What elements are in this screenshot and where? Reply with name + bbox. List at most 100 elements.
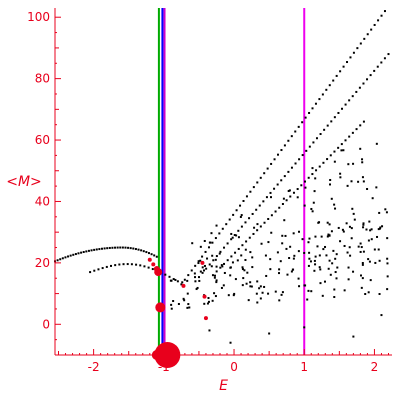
data-point [259, 285, 262, 288]
data-point [231, 261, 234, 264]
data-point [294, 130, 297, 133]
data-point [232, 294, 235, 297]
data-point [329, 183, 332, 186]
data-point [296, 196, 299, 199]
data-point [301, 238, 304, 241]
y-axis-title: <M> [6, 174, 42, 190]
data-point [249, 190, 252, 193]
data-point [355, 90, 358, 93]
data-point [384, 208, 387, 211]
data-point [367, 258, 370, 261]
highlight-point [155, 302, 166, 313]
data-point [373, 69, 376, 72]
data-point [287, 190, 290, 193]
data-point [307, 176, 310, 179]
data-point [308, 237, 311, 240]
data-point [348, 135, 351, 138]
data-point [314, 255, 317, 258]
data-point [310, 207, 313, 210]
data-point [360, 286, 363, 289]
data-point [342, 65, 345, 68]
data-point [121, 246, 124, 249]
data-point [362, 226, 365, 229]
data-point [180, 283, 183, 286]
data-point [328, 259, 331, 262]
data-point [362, 180, 365, 183]
data-point [308, 145, 311, 148]
data-point [322, 248, 325, 251]
data-point [294, 162, 297, 165]
data-point [127, 246, 130, 249]
data-point [340, 149, 343, 152]
data-point [346, 251, 349, 254]
data-point [378, 259, 381, 262]
data-point [246, 271, 249, 274]
data-point [362, 250, 365, 253]
data-point [350, 237, 353, 240]
data-point [198, 279, 201, 282]
data-point [329, 273, 332, 276]
data-point [377, 248, 380, 251]
data-point [365, 228, 368, 231]
data-point [351, 207, 354, 210]
data-point [197, 262, 200, 265]
data-point [270, 231, 273, 234]
data-point [281, 291, 284, 294]
data-point [325, 254, 328, 257]
data-point [249, 285, 252, 288]
data-point [77, 252, 80, 255]
data-point [218, 252, 221, 255]
data-point [255, 292, 258, 295]
data-point [346, 61, 349, 64]
data-point [380, 314, 383, 317]
data-point [375, 186, 378, 189]
highlight-point [202, 294, 207, 299]
data-point [311, 173, 314, 176]
data-point [210, 265, 213, 268]
data-point [361, 277, 364, 280]
data-point [223, 271, 226, 274]
data-point [304, 180, 307, 183]
data-point [116, 246, 119, 249]
data-point [231, 236, 234, 239]
data-point [333, 160, 336, 163]
data-point [376, 235, 379, 238]
data-point [229, 274, 232, 277]
data-point [201, 255, 204, 258]
data-point [237, 247, 240, 250]
data-point [284, 234, 287, 237]
data-point [276, 251, 279, 254]
x-axis-title: E [219, 378, 228, 394]
data-point [206, 257, 209, 260]
data-point [211, 299, 214, 302]
data-point [259, 297, 262, 300]
data-point [187, 274, 190, 277]
data-point [366, 78, 369, 81]
data-point [387, 53, 390, 56]
data-point [186, 306, 189, 309]
data-point [351, 95, 354, 98]
data-point [122, 263, 125, 266]
data-point [297, 277, 300, 280]
data-point [314, 263, 317, 266]
data-point [59, 258, 62, 261]
data-point [237, 236, 240, 239]
data-point [280, 149, 283, 152]
data-point [341, 228, 344, 231]
data-point [370, 28, 373, 31]
data-point [208, 241, 211, 244]
data-point [330, 230, 333, 233]
data-point [278, 268, 281, 271]
data-point [229, 341, 232, 344]
data-point [303, 251, 306, 254]
data-point [344, 139, 347, 142]
data-point [307, 264, 310, 267]
data-point [248, 236, 251, 239]
data-point [319, 133, 322, 136]
data-point [327, 267, 330, 270]
data-point [310, 290, 313, 293]
data-point [357, 245, 360, 248]
data-point [301, 121, 304, 124]
data-point [324, 245, 327, 248]
data-point [130, 263, 133, 266]
